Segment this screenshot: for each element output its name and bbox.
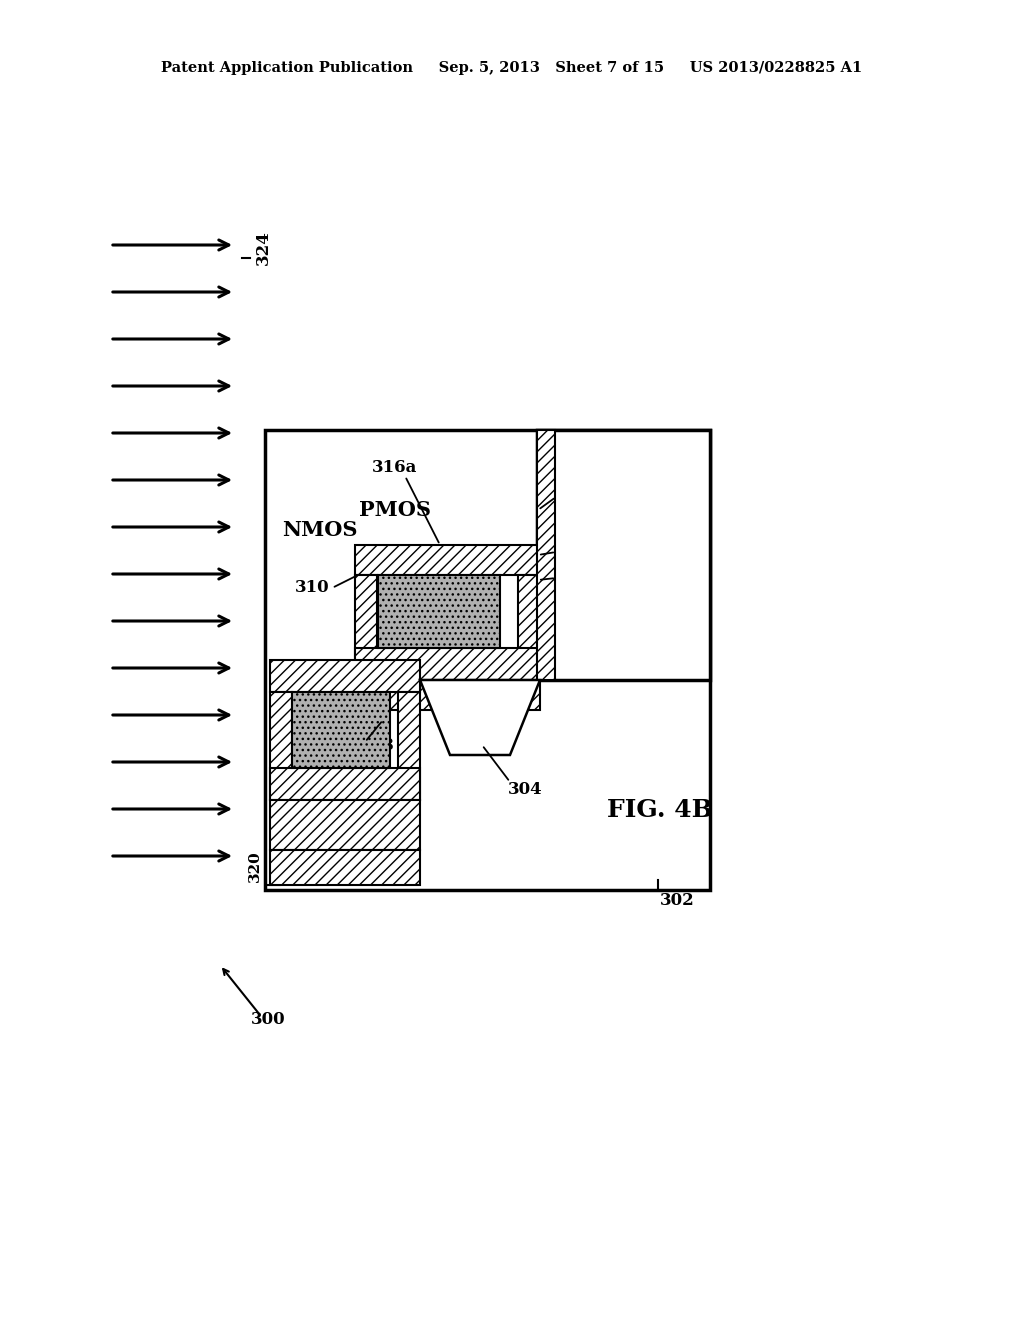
Polygon shape: [355, 680, 540, 710]
Polygon shape: [270, 850, 420, 884]
Text: Patent Application Publication     Sep. 5, 2013   Sheet 7 of 15     US 2013/0228: Patent Application Publication Sep. 5, 2…: [162, 61, 862, 75]
Polygon shape: [378, 576, 500, 648]
Polygon shape: [398, 692, 420, 800]
Polygon shape: [355, 576, 377, 680]
Text: 314: 314: [557, 484, 592, 502]
Text: PMOS: PMOS: [359, 500, 431, 520]
Polygon shape: [265, 430, 710, 890]
Text: 316a: 316a: [373, 459, 418, 477]
Text: FIG. 4B: FIG. 4B: [607, 799, 713, 822]
Polygon shape: [270, 692, 292, 800]
Polygon shape: [292, 692, 390, 768]
Text: 324: 324: [255, 231, 272, 265]
Polygon shape: [355, 648, 540, 680]
Text: 302: 302: [660, 892, 694, 909]
Text: 300: 300: [251, 1011, 286, 1028]
Text: 310: 310: [295, 579, 330, 597]
Polygon shape: [355, 545, 540, 576]
Text: 308: 308: [360, 737, 394, 754]
Polygon shape: [537, 430, 710, 680]
Polygon shape: [270, 768, 420, 800]
Text: 320: 320: [248, 850, 262, 882]
Text: NMOS: NMOS: [283, 520, 357, 540]
Polygon shape: [270, 660, 420, 692]
Polygon shape: [420, 680, 540, 755]
Polygon shape: [518, 576, 540, 680]
Text: 304: 304: [508, 781, 543, 799]
Text: 306: 306: [557, 566, 592, 583]
Polygon shape: [537, 430, 555, 680]
Text: 312: 312: [557, 540, 592, 557]
Polygon shape: [270, 800, 420, 850]
